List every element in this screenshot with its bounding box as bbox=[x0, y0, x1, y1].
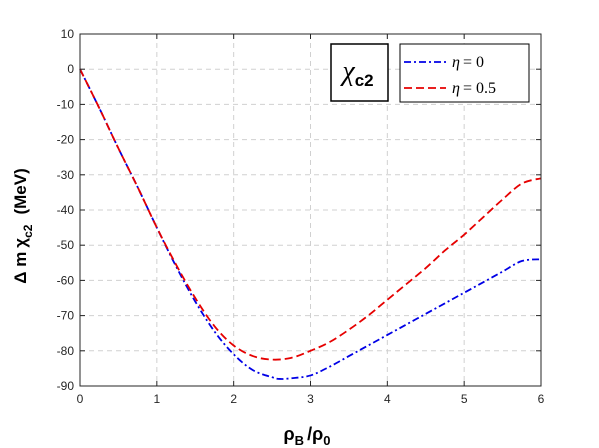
x-axis-label-sub-b: B bbox=[295, 433, 304, 448]
y-axis-label-symbol: χ bbox=[11, 238, 30, 248]
grid bbox=[80, 34, 541, 386]
series-line-0 bbox=[79, 68, 542, 380]
y-tick-label: -80 bbox=[57, 344, 75, 358]
y-axis-label-prefix: Δ m bbox=[11, 252, 30, 284]
x-axis-label-rho-b: ρ bbox=[284, 424, 295, 444]
x-tick-label: 0 bbox=[77, 392, 84, 406]
annotation-symbol: χ bbox=[339, 56, 355, 87]
y-tick-label: -50 bbox=[57, 238, 75, 252]
series-line-1 bbox=[79, 68, 542, 361]
legend-eta-value-0: = 0 bbox=[463, 54, 484, 71]
y-tick-label: 10 bbox=[61, 27, 75, 41]
y-tick-label: -90 bbox=[57, 379, 75, 393]
x-tick-label: 6 bbox=[538, 392, 545, 406]
legend-label-eta-0: η = 0 bbox=[452, 54, 484, 71]
y-tick-label: -10 bbox=[57, 97, 75, 111]
y-tick-label: -60 bbox=[57, 273, 75, 287]
x-tick-label: 3 bbox=[307, 392, 314, 406]
y-axis-label-unit: (MeV) bbox=[11, 168, 30, 214]
x-axis-label-sep: / bbox=[307, 424, 312, 444]
annotation-box: χc2 bbox=[330, 43, 389, 102]
x-axis-label-rho-0: ρ bbox=[312, 424, 323, 444]
x-axis-label: ρB/ρ0 bbox=[284, 424, 331, 448]
x-axis-label-sub-0: 0 bbox=[323, 433, 330, 448]
x-tick-label: 4 bbox=[384, 392, 391, 406]
y-tick-label: -70 bbox=[57, 309, 75, 323]
x-tick-label: 1 bbox=[153, 392, 160, 406]
legend-eta-value-05: = 0.5 bbox=[463, 80, 496, 97]
y-axis-label-subscript: c2 bbox=[21, 224, 35, 238]
x-tick-label: 2 bbox=[230, 392, 237, 406]
annotation-box-frame bbox=[330, 43, 389, 102]
series-layer bbox=[79, 68, 542, 380]
annotation-subscript: c2 bbox=[355, 71, 374, 90]
legend-eta-symbol-0: η bbox=[452, 54, 460, 71]
legend-frame bbox=[399, 43, 530, 103]
y-tick-label: 0 bbox=[67, 62, 74, 76]
y-tick-label: -20 bbox=[57, 133, 75, 147]
x-tick-label: 5 bbox=[461, 392, 468, 406]
annotation-label: χc2 bbox=[339, 56, 373, 90]
ticks: 0 1 2 3 4 5 6 10 0 -10 -20 -30 -40 -50 -60 -70 -80 -90 bbox=[57, 27, 545, 406]
legend-label-eta-05: η = 0.5 bbox=[452, 80, 496, 97]
y-tick-label: -40 bbox=[57, 203, 75, 217]
y-axis-label: Δ m χc2 (MeV) bbox=[11, 168, 35, 284]
legend-eta-symbol-05: η bbox=[452, 80, 460, 97]
y-tick-label: -30 bbox=[57, 168, 75, 182]
legend: η = 0 η = 0.5 bbox=[399, 43, 530, 103]
